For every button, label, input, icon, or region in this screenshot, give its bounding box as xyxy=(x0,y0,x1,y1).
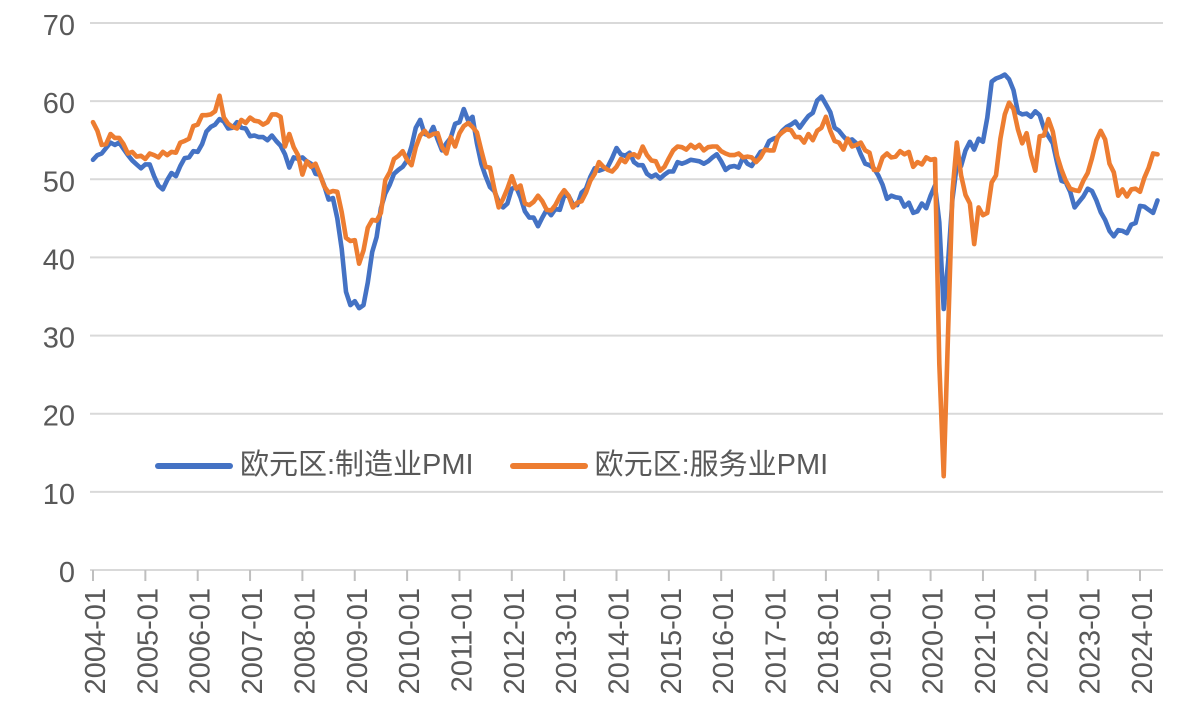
x-tick-label: 2021-01 xyxy=(970,588,1002,694)
x-tick-label: 2012-01 xyxy=(499,588,531,694)
x-tick-label: 2017-01 xyxy=(761,588,793,694)
x-tick-label: 2007-01 xyxy=(237,588,269,694)
x-tick-label: 2023-01 xyxy=(1075,588,1107,694)
x-tick-label: 2019-01 xyxy=(865,588,897,694)
y-tick-label-50: 50 xyxy=(43,166,75,198)
legend-item-services-pmi[interactable]: 欧元区:服务业PMI xyxy=(509,449,829,482)
x-tick-label: 2004-01 xyxy=(80,588,112,694)
y-tick-label-40: 40 xyxy=(43,244,75,276)
x-tick-label: 2024-01 xyxy=(1127,588,1159,694)
services-series-color-swatch xyxy=(509,463,588,469)
x-tick-label: 2020-01 xyxy=(918,588,950,694)
chart-legend: 欧元区:制造业PMI 欧元区:服务业PMI xyxy=(155,449,829,482)
x-tick-label: 2022-01 xyxy=(1022,588,1054,694)
x-tick-label: 2009-01 xyxy=(342,588,374,694)
y-tick-label-70: 70 xyxy=(43,10,75,42)
manufacturing-pmi-line xyxy=(90,72,1160,312)
x-tick-label: 2006-01 xyxy=(185,588,217,694)
x-tick-label: 2015-01 xyxy=(656,588,688,694)
x-tick-label: 2018-01 xyxy=(813,588,845,694)
y-tick-label-60: 60 xyxy=(43,88,75,120)
x-tick-label: 2005-01 xyxy=(132,588,164,694)
legend-label-services: 欧元区:服务业PMI xyxy=(594,449,829,481)
x-tick-label: 2011-01 xyxy=(446,588,478,692)
x-tick-label: 2016-01 xyxy=(708,588,740,694)
x-tick-label: 2013-01 xyxy=(551,588,583,694)
x-tick-label: 2014-01 xyxy=(604,588,636,694)
manufacturing-series-color-swatch xyxy=(155,463,233,469)
y-tick-label-10: 10 xyxy=(43,479,75,511)
services-pmi-line xyxy=(90,93,1160,479)
legend-item-manufacturing-pmi[interactable]: 欧元区:制造业PMI xyxy=(155,449,474,482)
x-tick-label: 2010-01 xyxy=(394,588,426,694)
x-tick-label: 2008-01 xyxy=(289,588,321,694)
y-tick-label-0: 0 xyxy=(59,557,75,589)
y-tick-label-20: 20 xyxy=(43,401,75,433)
y-tick-label-30: 30 xyxy=(43,323,75,355)
legend-label-manufacturing: 欧元区:制造业PMI xyxy=(240,449,474,481)
